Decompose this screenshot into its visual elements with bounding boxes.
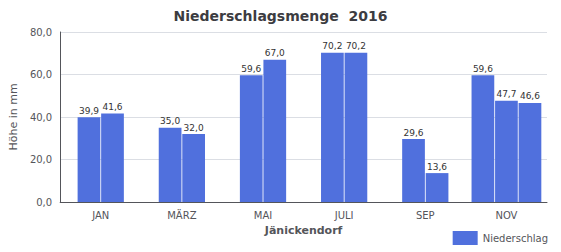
svg-text:80,0: 80,0 [30, 27, 52, 38]
svg-text:Niederschlag: Niederschlag [483, 233, 548, 244]
svg-text:70,2: 70,2 [346, 41, 366, 51]
svg-text:JULI: JULI [334, 210, 354, 221]
svg-text:59,6: 59,6 [473, 64, 493, 74]
svg-text:MAI: MAI [254, 210, 272, 221]
svg-text:20,0: 20,0 [30, 154, 52, 165]
svg-text:MÄRZ: MÄRZ [167, 209, 196, 221]
svg-text:Höhe in mm: Höhe in mm [7, 83, 20, 150]
svg-text:35,0: 35,0 [160, 116, 180, 126]
svg-text:41,6: 41,6 [102, 102, 122, 112]
svg-text:39,9: 39,9 [79, 106, 99, 116]
svg-text:JAN: JAN [91, 210, 109, 221]
svg-text:47,7: 47,7 [496, 89, 516, 99]
svg-text:32,0: 32,0 [184, 123, 204, 133]
svg-text:60,0: 60,0 [30, 69, 52, 80]
svg-text:Jänickendorf: Jänickendorf [264, 224, 343, 237]
svg-text:40,0: 40,0 [30, 112, 52, 123]
svg-text:29,6: 29,6 [404, 128, 424, 138]
svg-text:67,0: 67,0 [265, 48, 285, 58]
svg-text:59,6: 59,6 [241, 64, 261, 74]
svg-text:Niederschlagsmenge 2016: Niederschlagsmenge 2016 [174, 8, 388, 24]
svg-text:SEP: SEP [416, 210, 435, 221]
svg-text:0,0: 0,0 [36, 197, 52, 208]
svg-text:NOV: NOV [495, 210, 517, 221]
svg-text:46,6: 46,6 [520, 91, 540, 101]
svg-text:70,2: 70,2 [322, 41, 342, 51]
svg-text:13,6: 13,6 [427, 162, 447, 172]
